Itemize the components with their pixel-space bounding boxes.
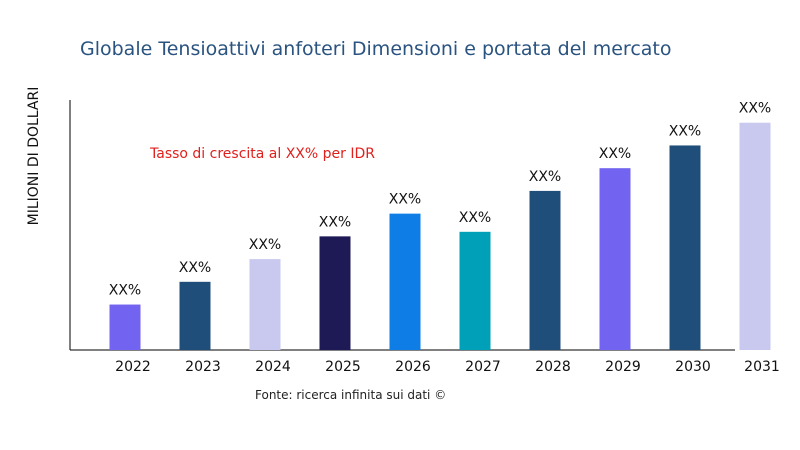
bar-2029 (599, 168, 631, 350)
bar-2031 (739, 122, 771, 351)
x-tick-label-2031: 2031 (744, 359, 780, 375)
x-tick-label-2029: 2029 (605, 359, 641, 375)
x-tick-label-2030: 2030 (675, 359, 711, 375)
x-tick-label-2022: 2022 (115, 359, 151, 375)
bar-2026 (389, 213, 421, 350)
bar-2030 (669, 145, 701, 350)
x-tick-label-2027: 2027 (465, 359, 501, 375)
data-label-2028: XX% (529, 169, 561, 185)
chart-title: Globale Tensioattivi anfoteri Dimensioni… (80, 38, 672, 60)
data-label-2029: XX% (599, 146, 631, 162)
x-tick-label-2028: 2028 (535, 359, 571, 375)
growth-annotation: Tasso di crescita al XX% per IDR (150, 146, 375, 162)
bar-2027 (459, 231, 491, 350)
x-tick-label-2024: 2024 (255, 359, 291, 375)
data-label-2030: XX% (669, 123, 701, 139)
x-tick-label-2023: 2023 (185, 359, 221, 375)
bar-2023 (179, 281, 211, 350)
x-tick-label-2026: 2026 (395, 359, 431, 375)
data-label-2026: XX% (389, 192, 421, 208)
bar-2025 (319, 236, 351, 350)
data-label-2027: XX% (459, 210, 491, 226)
bar-2028 (529, 190, 561, 350)
data-label-2025: XX% (319, 214, 351, 230)
source-note: Fonte: ricerca infinita sui dati © (255, 388, 447, 402)
bar-2022 (109, 304, 141, 350)
data-label-2023: XX% (179, 260, 211, 276)
data-label-2024: XX% (249, 237, 281, 253)
bar-2024 (249, 259, 281, 350)
data-label-2022: XX% (109, 283, 141, 299)
x-tick-label-2025: 2025 (325, 359, 361, 375)
data-label-2031: XX% (739, 101, 771, 117)
